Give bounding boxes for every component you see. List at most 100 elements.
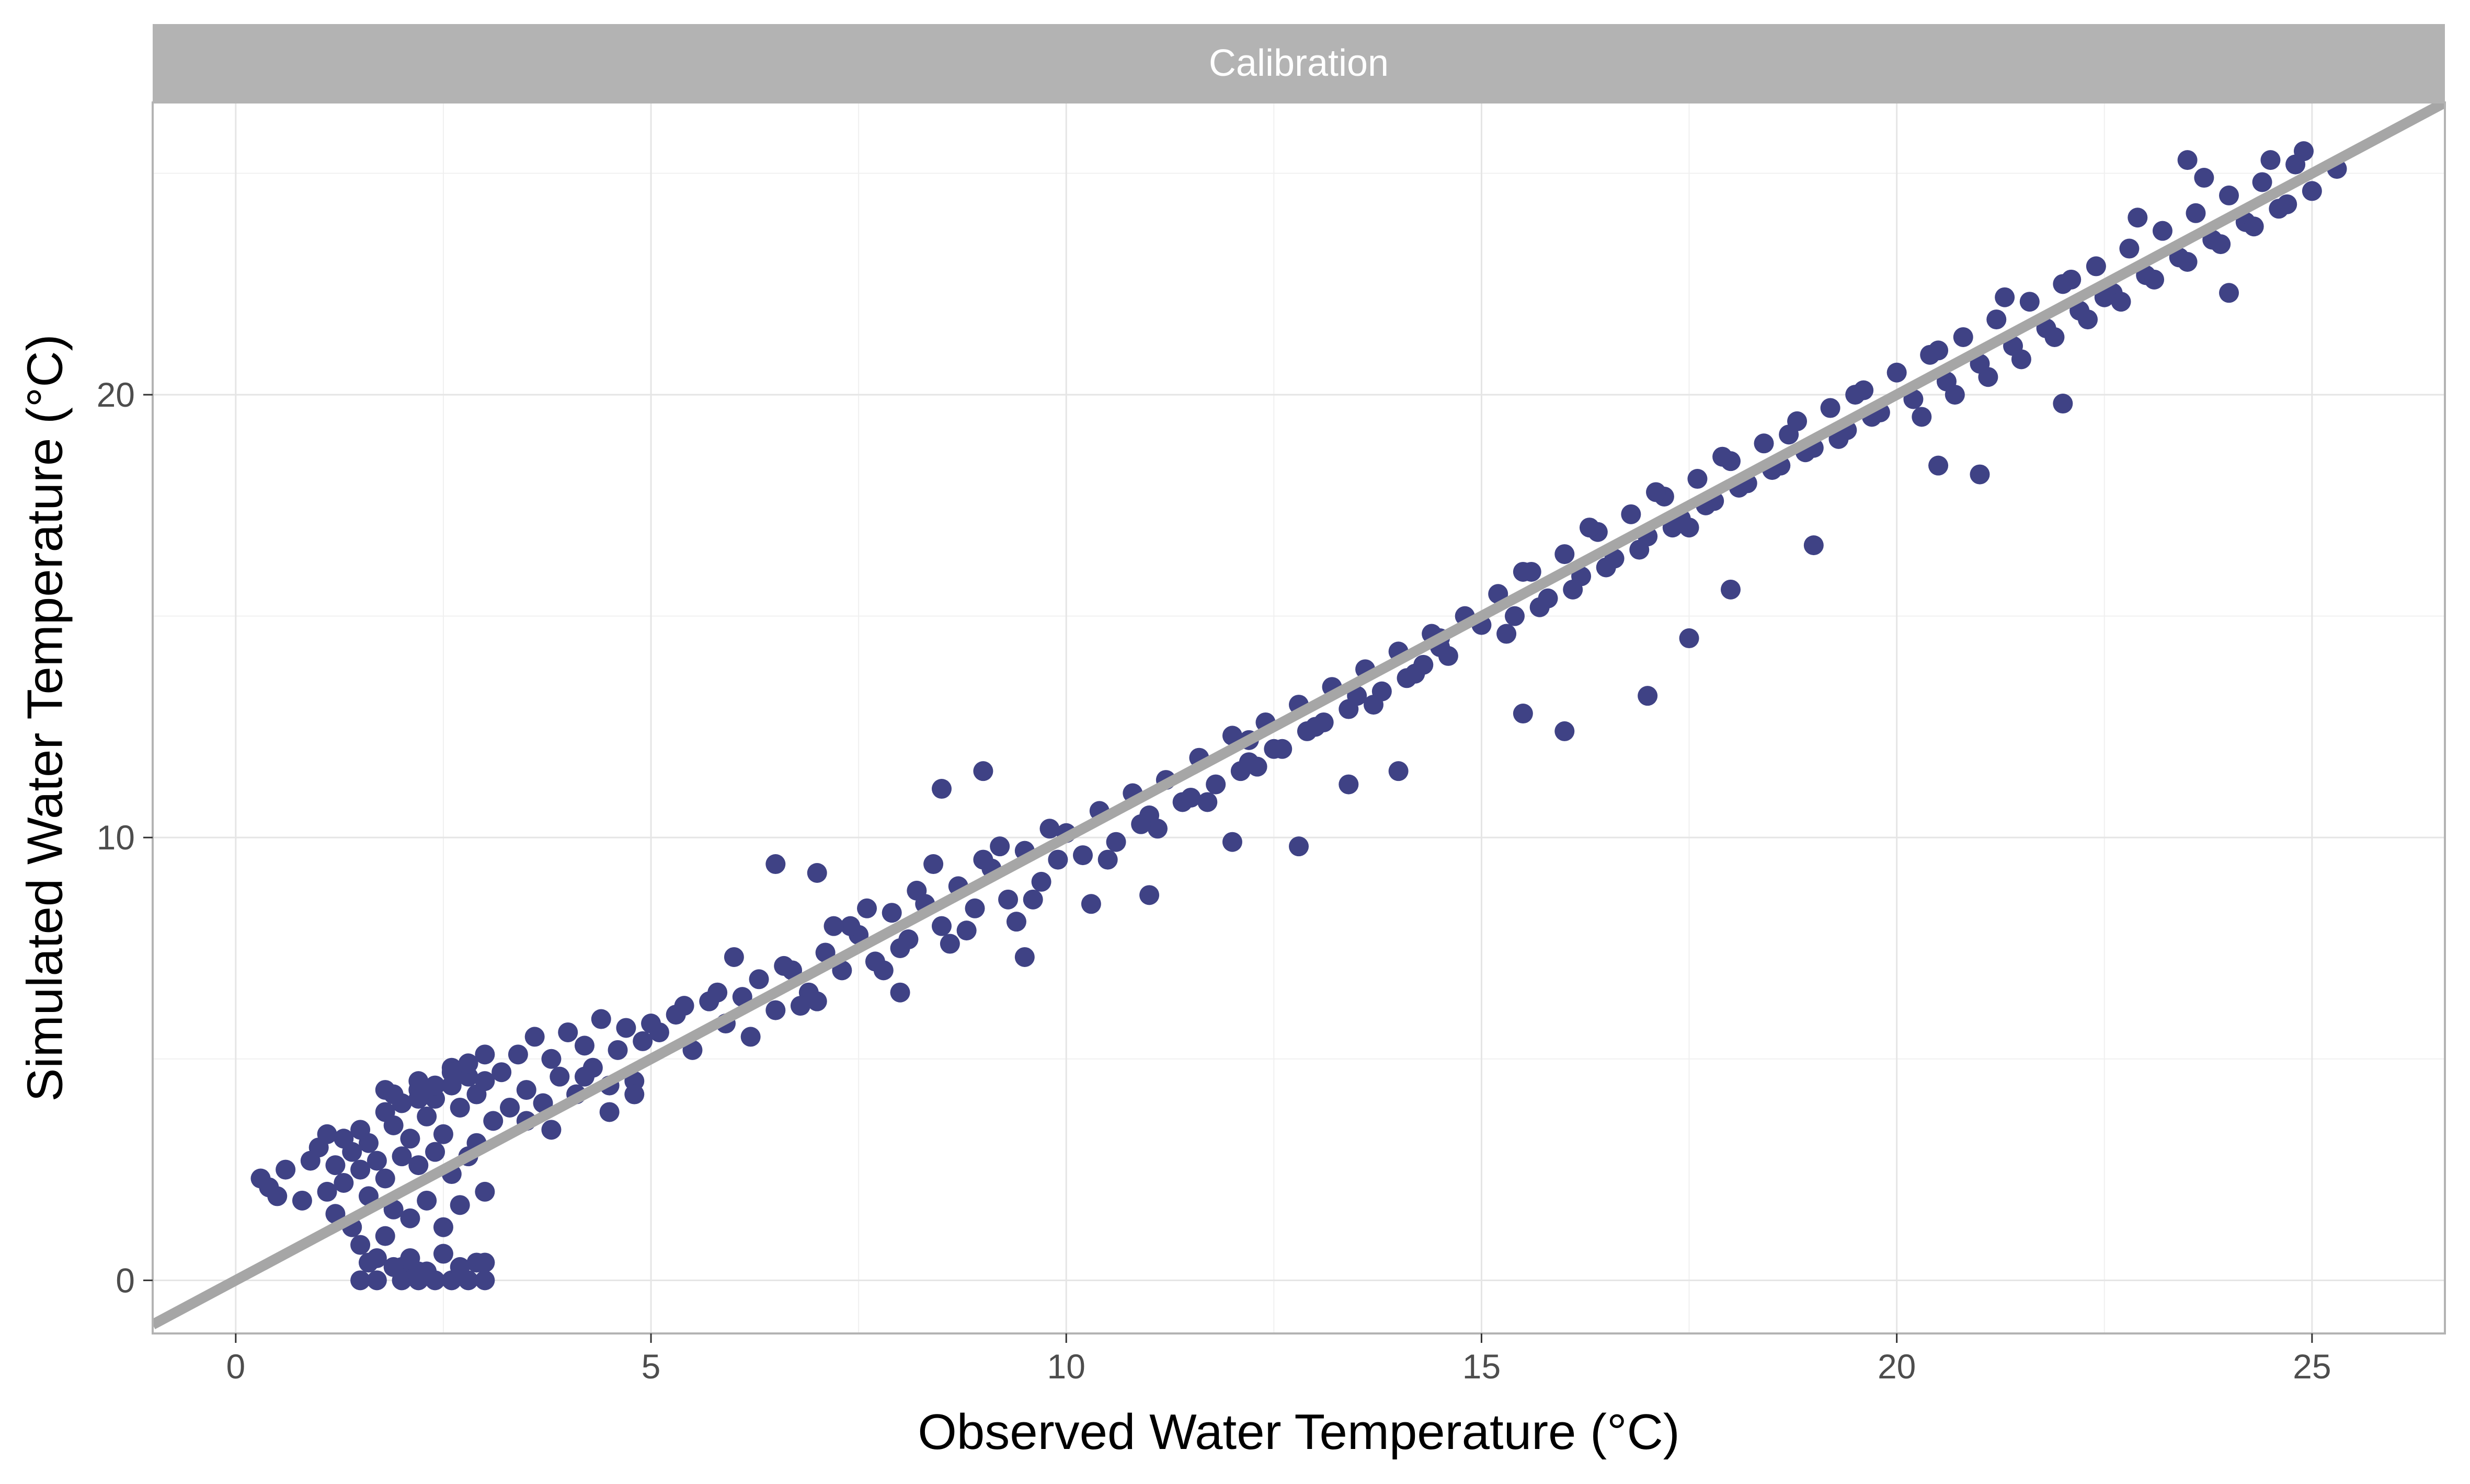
data-point [1928, 340, 1949, 361]
data-point [890, 938, 910, 959]
data-point [774, 956, 794, 976]
data-point [1970, 464, 1990, 485]
data-point [1081, 894, 1101, 914]
data-point [1596, 557, 1616, 578]
data-point [1363, 695, 1383, 715]
data-point [2219, 185, 2239, 205]
data-point [840, 916, 861, 936]
y-tick-label: 20 [97, 375, 135, 414]
data-point [342, 1142, 362, 1162]
x-axis-title: Observed Water Temperature (°C) [918, 1404, 1680, 1460]
data-point [350, 1235, 371, 1255]
data-point [2053, 394, 2073, 414]
data-point [475, 1071, 495, 1091]
data-point [1554, 721, 1575, 741]
data-point [475, 1270, 495, 1291]
data-point [425, 1142, 445, 1162]
x-tick-label: 10 [1047, 1347, 1085, 1386]
data-point [400, 1129, 420, 1149]
data-point [724, 947, 744, 967]
data-point [2111, 292, 2131, 312]
data-point [1803, 535, 1824, 556]
data-point [491, 1062, 512, 1083]
reference-line-layer [153, 102, 2445, 1329]
data-point [1388, 761, 1409, 781]
data-point [599, 1102, 620, 1122]
data-point [1945, 385, 1965, 405]
data-point [392, 1146, 412, 1167]
data-point [1014, 947, 1035, 967]
data-point [2277, 194, 2297, 214]
facet-strip: Calibration [153, 24, 2445, 102]
data-point [367, 1151, 387, 1171]
data-point [1754, 433, 1774, 454]
data-point [1513, 561, 1533, 582]
data-point [1048, 849, 1068, 870]
data-point [276, 1159, 296, 1180]
axes-layer: 0 5 10 15 20 25 0 10 20 [97, 375, 2331, 1386]
data-point [425, 1075, 445, 1096]
x-tick-label: 0 [226, 1347, 245, 1386]
data-point [1031, 871, 1051, 892]
data-point [1504, 606, 1525, 626]
data-point [633, 1031, 653, 1051]
data-point [1247, 756, 1267, 777]
data-point [574, 1036, 594, 1056]
data-point [524, 1027, 545, 1047]
data-point [400, 1208, 420, 1228]
data-point [591, 1009, 611, 1029]
data-point [1023, 889, 1043, 910]
data-point [674, 996, 694, 1016]
data-point [907, 880, 927, 901]
data-point [1297, 721, 1317, 741]
facet-strip-background [153, 24, 2445, 102]
data-point [2044, 327, 2065, 347]
data-point [649, 1022, 669, 1042]
facet-strip-title: Calibration [1209, 42, 1389, 84]
data-point [325, 1155, 346, 1176]
data-point [1181, 787, 1201, 808]
data-point [2144, 269, 2165, 290]
data-point [350, 1270, 371, 1291]
data-point [807, 991, 827, 1011]
data-point [375, 1168, 395, 1189]
data-point [1679, 628, 1699, 649]
data-point [516, 1080, 536, 1100]
data-point [873, 960, 894, 981]
data-point [857, 898, 877, 918]
data-point [1912, 407, 1932, 427]
data-point [367, 1270, 387, 1291]
data-point [956, 921, 977, 941]
data-point [433, 1244, 453, 1264]
data-point [317, 1181, 337, 1202]
data-point [508, 1044, 528, 1065]
data-point [1222, 832, 1242, 852]
data-point [2152, 221, 2172, 241]
data-point [1646, 482, 1666, 502]
data-point [1206, 774, 1226, 795]
data-point [2302, 181, 2322, 201]
data-point [2177, 251, 2198, 272]
data-point [765, 1000, 786, 1020]
data-point [990, 836, 1010, 857]
data-point [824, 916, 844, 936]
data-point [1097, 849, 1118, 870]
data-point [890, 982, 910, 1003]
data-point [1073, 845, 1093, 866]
data-point [450, 1195, 470, 1215]
data-point [400, 1248, 420, 1268]
data-point [2128, 208, 2148, 228]
data-point [441, 1062, 462, 1083]
data-point [408, 1155, 429, 1176]
grid-layer [153, 102, 2445, 1333]
data-point [608, 1040, 628, 1060]
data-point [1230, 761, 1251, 781]
data-point [1712, 446, 1733, 467]
data-point [558, 1022, 578, 1042]
data-point [1496, 624, 1517, 644]
data-point [2244, 216, 2264, 237]
data-point [2194, 168, 2214, 188]
data-point [417, 1106, 437, 1126]
